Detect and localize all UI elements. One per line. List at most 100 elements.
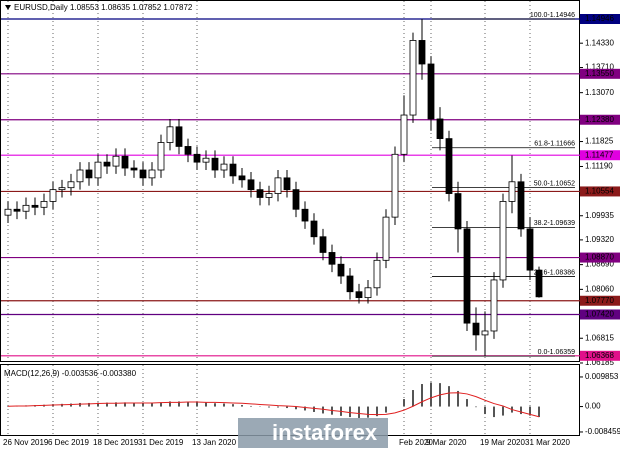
candle-body: [4, 208, 12, 216]
y-tick-label: 1.11190: [585, 162, 613, 171]
level-label: 1.07770: [585, 296, 614, 305]
x-tick-label: 26 Nov 2019: [3, 438, 49, 447]
candle-body: [166, 126, 174, 143]
candle-body: [103, 161, 111, 167]
level-label: 1.08870: [585, 253, 614, 262]
level-label: 1.07420: [585, 310, 614, 319]
level-label: 1.06368: [585, 351, 614, 360]
y-tick-label: 1.09935: [585, 211, 614, 220]
candle-body: [400, 114, 408, 155]
y-tick-label: 1.08060: [585, 284, 614, 293]
signal-line: [7, 392, 540, 418]
candle-body: [499, 201, 507, 281]
candle-body: [454, 193, 462, 230]
y-tick-label: 1.09320: [585, 235, 614, 244]
candle-body: [220, 163, 228, 171]
level-label: 1.10554: [585, 187, 614, 196]
candle-body: [301, 208, 309, 222]
candle-body: [526, 228, 534, 271]
y-tick-label: 1.08690: [585, 260, 614, 269]
level-label-box: [580, 350, 620, 361]
candle-body: [427, 63, 435, 120]
macd-title: MACD(12,26,9) -0.003536 -0.003380: [4, 369, 137, 378]
fibo-label: 23.6-1.08386: [534, 269, 575, 276]
candle-body: [49, 189, 57, 202]
candle-body: [436, 118, 444, 139]
macd-tick-label: 0.00: [585, 402, 601, 411]
candle-body: [67, 181, 75, 189]
candle-body: [373, 259, 381, 289]
candle-body: [40, 201, 48, 208]
level-label: 1.11477: [585, 150, 614, 159]
fibo-label: 100.0-1.14946: [530, 12, 575, 19]
fibo-label: 0.0-1.06359: [538, 349, 575, 356]
level-label-box: [580, 114, 620, 125]
y-tick-label: 1.13710: [585, 63, 614, 72]
candle-body: [472, 322, 480, 336]
x-tick-label: 9 Mar 2020: [426, 438, 467, 447]
candle-body: [31, 204, 39, 208]
level-label-box: [580, 295, 620, 306]
x-tick-label: 19 Mar 2020: [480, 438, 525, 447]
candle-body: [310, 220, 318, 238]
candle-body: [94, 161, 102, 179]
candle-body: [490, 279, 498, 332]
level-label-box: [580, 252, 620, 263]
candle-body: [463, 228, 471, 324]
candle-body: [418, 40, 426, 65]
candle-body: [382, 216, 390, 261]
level-label: 1.13550: [585, 69, 614, 78]
candle-body: [130, 167, 138, 171]
candle-body: [346, 275, 354, 293]
watermark-box: [238, 418, 388, 448]
level-label-box: [580, 14, 620, 25]
candle-body: [535, 269, 543, 298]
y-tick-label: 1.13070: [585, 88, 614, 97]
candle-body: [202, 157, 210, 163]
macd-tick-label: -0.008459: [585, 427, 620, 436]
candle-body: [247, 179, 255, 191]
candle-body: [256, 189, 264, 198]
watermark: instaforex: [238, 418, 388, 448]
candle-body: [409, 40, 417, 116]
x-tick-label: 18 Dec 2019: [93, 438, 139, 447]
candle-body: [229, 163, 237, 177]
y-tick-label: 1.11825: [585, 137, 614, 146]
candle-body: [445, 138, 453, 194]
candle-body: [238, 175, 246, 181]
candle-body: [328, 252, 336, 265]
level-label: 1.12380: [585, 115, 614, 124]
candle-body: [283, 177, 291, 191]
menu-icon: [5, 5, 11, 10]
candle-body: [391, 153, 399, 218]
candle-body: [211, 157, 219, 171]
candle-body: [337, 263, 345, 277]
candle-body: [517, 181, 525, 230]
fibo-label: 61.8-1.11666: [534, 141, 575, 148]
level-label-box: [580, 68, 620, 79]
candle-body: [175, 126, 183, 147]
candle-body: [481, 330, 489, 336]
level-label-box: [580, 309, 620, 320]
candle-body: [157, 142, 165, 171]
candle-body: [265, 193, 273, 198]
x-tick-label: Feb 2020: [399, 438, 433, 447]
watermark-text: instaforex: [272, 420, 378, 445]
y-tick-label: 1.06185: [585, 358, 614, 367]
level-label-box: [580, 186, 620, 197]
candle-body: [112, 155, 120, 167]
candle-body: [22, 204, 30, 212]
x-tick-label: 6 Dec 2019: [48, 438, 89, 447]
candle-body: [355, 291, 363, 299]
macd-tick-label: 0.009853: [585, 372, 619, 381]
candle-body: [148, 169, 156, 179]
chart-title: EURUSD,Daily 1.08553 1.08635 1.07852 1.0…: [14, 3, 193, 12]
main-frame: [0, 0, 580, 362]
y-tick-label: 1.06815: [585, 333, 614, 342]
candle-body: [274, 177, 282, 194]
level-label: 1.14946: [585, 14, 614, 23]
x-tick-label: 31 Mar 2020: [525, 438, 570, 447]
level-label-box: [580, 150, 620, 161]
